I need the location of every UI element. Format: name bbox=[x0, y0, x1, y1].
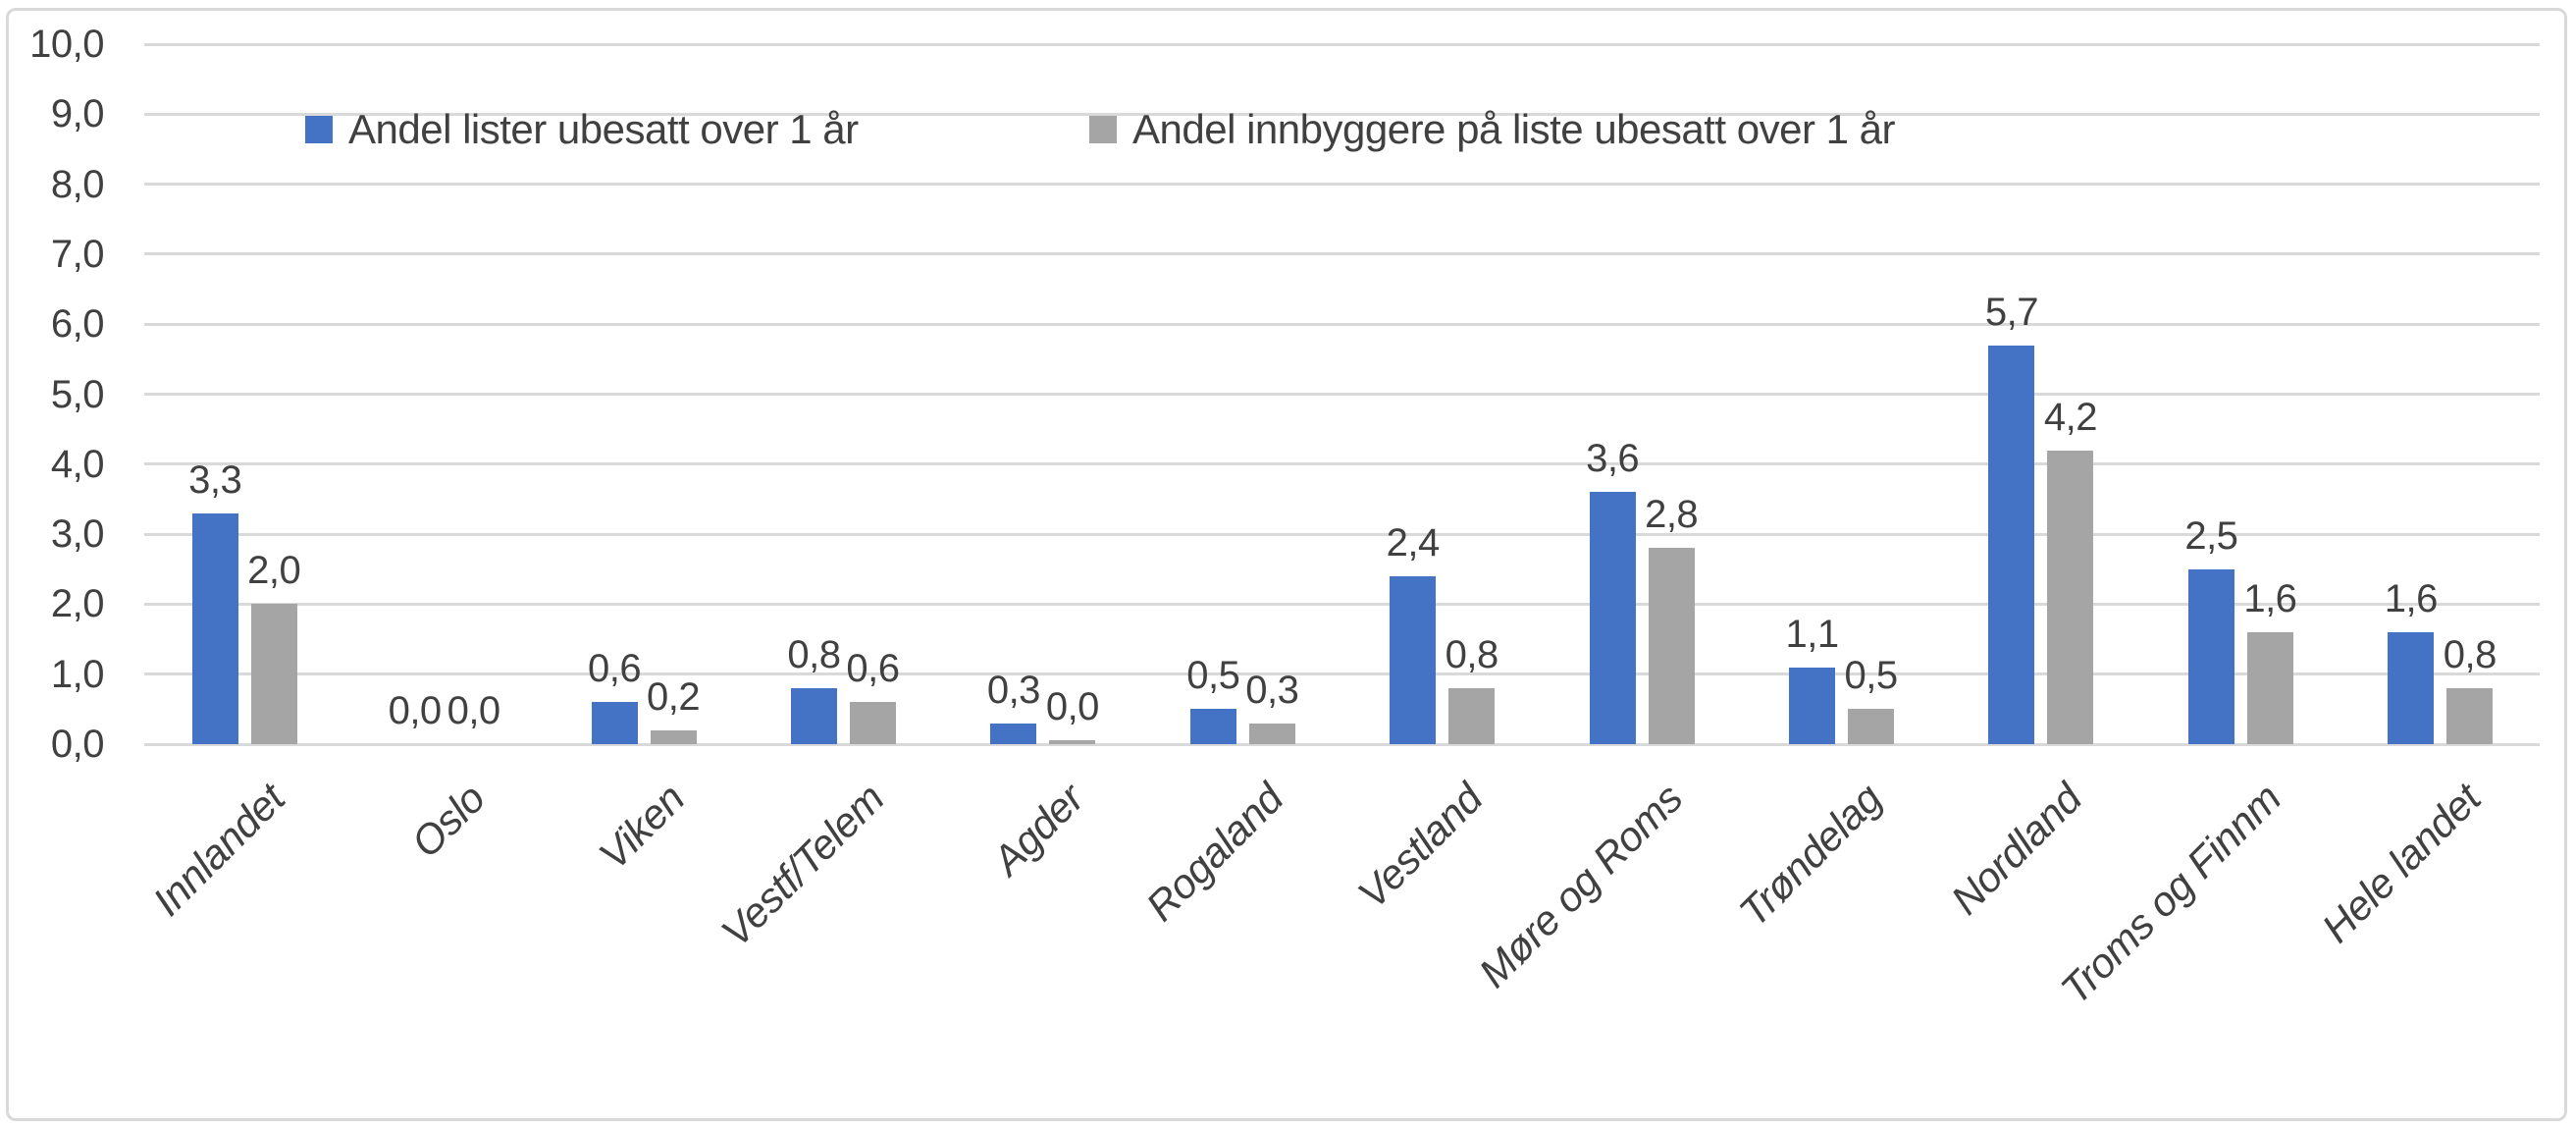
bar-series2 bbox=[1248, 723, 1295, 744]
y-axis-label: 6,0 bbox=[50, 302, 105, 347]
bar-series2 bbox=[2246, 631, 2293, 744]
legend-label-series2: Andel innbyggere på liste ubesatt over 1… bbox=[1132, 106, 1896, 152]
bar-data-label: 0,5 bbox=[1186, 654, 1240, 698]
bar-data-label: 0,0 bbox=[447, 689, 501, 732]
bar-series2 bbox=[2047, 450, 2094, 744]
bar-data-label: 1,6 bbox=[2384, 576, 2439, 620]
bar-data-label: 0,8 bbox=[1445, 632, 1499, 676]
bar-data-label: 0,3 bbox=[1245, 668, 1299, 712]
category-label: Rogaland bbox=[1136, 775, 1292, 930]
bar-data-label: 2,0 bbox=[247, 549, 301, 593]
bar-series1 bbox=[790, 687, 837, 744]
gridline bbox=[144, 532, 2540, 536]
gridline bbox=[144, 462, 2540, 466]
category-label: Nordland bbox=[1942, 775, 2090, 924]
bar-data-label: 2,8 bbox=[1645, 493, 1699, 537]
legend-marker-series2 bbox=[1089, 116, 1117, 143]
gridline bbox=[144, 322, 2540, 326]
bar-data-label: 0,6 bbox=[846, 647, 900, 691]
y-axis-label: 0,0 bbox=[50, 723, 105, 766]
y-axis-label: 4,0 bbox=[50, 442, 105, 486]
bar-data-label: 2,5 bbox=[2184, 513, 2238, 558]
bar-data-label: 0,0 bbox=[1045, 685, 1100, 729]
bar-data-label: 0,5 bbox=[1844, 654, 1898, 698]
bar-data-label: 0,3 bbox=[986, 668, 1041, 712]
gridline bbox=[144, 742, 2540, 746]
category-label: Agder bbox=[983, 775, 1092, 885]
gridline bbox=[144, 42, 2540, 46]
bar-data-label: 3,3 bbox=[188, 457, 242, 502]
bar-data-label: 1,1 bbox=[1785, 612, 1839, 656]
bar-series2 bbox=[1648, 548, 1695, 744]
bar-series1 bbox=[1988, 345, 2035, 744]
gridline bbox=[144, 183, 2540, 187]
bar-series1 bbox=[1589, 492, 1636, 744]
legend-item-2: Andel innbyggere på liste ubesatt over 1… bbox=[1089, 101, 1896, 158]
bar-series2 bbox=[650, 729, 697, 744]
bar-data-label: 4,2 bbox=[2043, 395, 2098, 439]
bar-series2 bbox=[250, 604, 297, 744]
gridline bbox=[144, 602, 2540, 606]
y-axis-label: 1,0 bbox=[50, 652, 105, 696]
bar-data-label: 5,7 bbox=[1984, 290, 2039, 334]
bar-series2 bbox=[849, 702, 896, 744]
bar-data-label: 0,8 bbox=[787, 632, 841, 676]
bar-series1 bbox=[1390, 575, 1437, 744]
bar-data-label: 0,8 bbox=[2443, 632, 2497, 676]
bar-data-label: 0,6 bbox=[587, 647, 642, 691]
y-axis-label: 8,0 bbox=[50, 162, 105, 206]
y-axis-label: 2,0 bbox=[50, 582, 105, 626]
bar-series1 bbox=[990, 723, 1037, 744]
bar-series1 bbox=[2187, 568, 2234, 744]
bar-series1 bbox=[591, 702, 638, 744]
bar-data-label: 2,4 bbox=[1386, 520, 1441, 564]
category-label: Trøndelag bbox=[1730, 775, 1891, 936]
category-label: Vestf/Telem bbox=[711, 775, 893, 956]
category-label: Møre og Roms bbox=[1469, 775, 1692, 996]
bar-data-label: 0,0 bbox=[388, 689, 443, 732]
y-axis-label: 7,0 bbox=[50, 232, 105, 276]
legend-item-1: Andel lister ubesatt over 1 år bbox=[305, 101, 859, 158]
bar-data-label: 3,6 bbox=[1586, 437, 1640, 481]
legend-marker-series1 bbox=[305, 116, 333, 143]
gridline bbox=[144, 393, 2540, 396]
gridline bbox=[144, 252, 2540, 256]
bar-series1 bbox=[2388, 631, 2435, 744]
bar-data-label: 1,6 bbox=[2243, 576, 2297, 620]
y-axis-label: 5,0 bbox=[50, 372, 105, 416]
category-label: Viken bbox=[589, 775, 694, 879]
y-axis-label: 9,0 bbox=[50, 92, 105, 136]
gridline bbox=[144, 112, 2540, 116]
y-axis-label: 10,0 bbox=[29, 23, 104, 66]
gridline bbox=[144, 672, 2540, 676]
bar-series1 bbox=[191, 512, 238, 744]
bar-series2 bbox=[1448, 687, 1496, 744]
y-axis-label: 3,0 bbox=[50, 512, 105, 557]
bar-series2 bbox=[2446, 687, 2494, 744]
bar-series1 bbox=[1789, 667, 1836, 744]
category-label: Vestland bbox=[1348, 775, 1492, 918]
chart-frame bbox=[6, 8, 2567, 1121]
bar-series2 bbox=[1848, 709, 1895, 744]
category-label: Oslo bbox=[401, 775, 494, 867]
bar-series2 bbox=[1049, 740, 1096, 744]
category-label: Troms og Finnm bbox=[2052, 775, 2290, 1013]
category-label: Innlandet bbox=[143, 775, 294, 925]
bar-series1 bbox=[1189, 709, 1236, 744]
legend-label-series1: Andel lister ubesatt over 1 år bbox=[348, 106, 859, 152]
bar-data-label: 0,2 bbox=[646, 674, 701, 719]
category-label: Hele landet bbox=[2313, 775, 2490, 951]
